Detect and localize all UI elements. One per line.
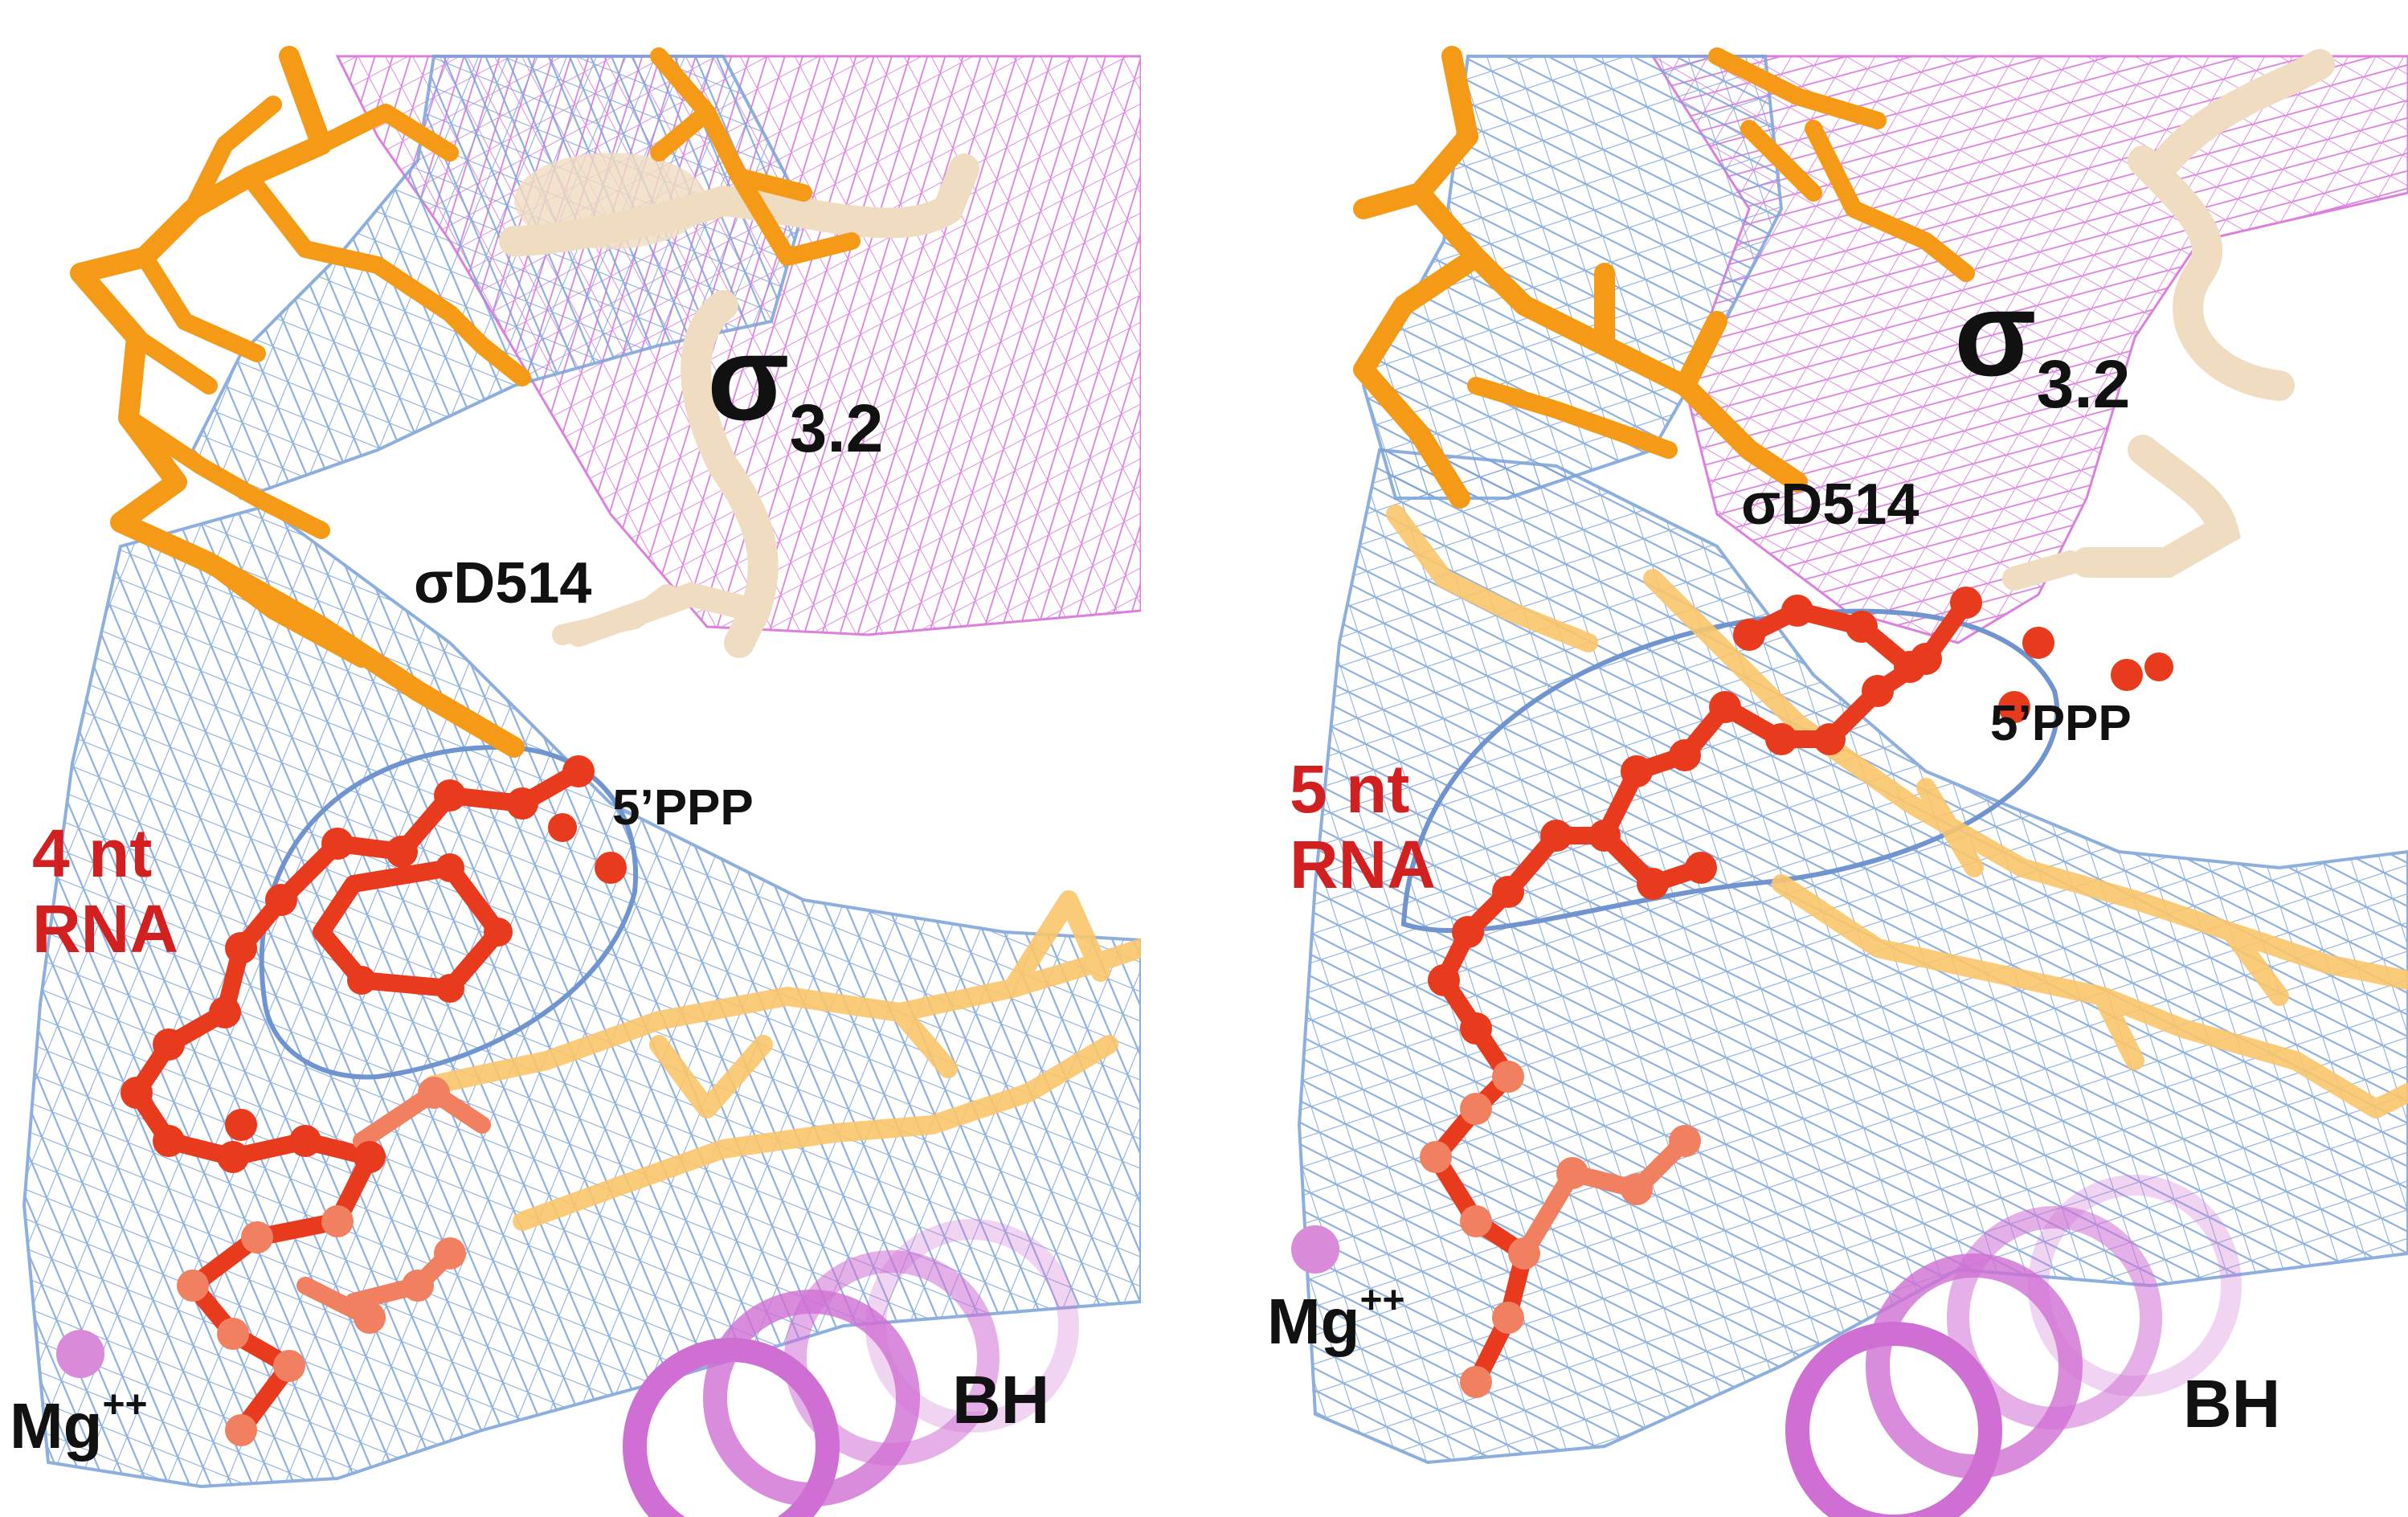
residue-d514-label: σD514 bbox=[1741, 472, 1919, 537]
rna-atoms-faded bbox=[1420, 1061, 1701, 1398]
sigma-3-2-label: σ3.2 bbox=[707, 310, 884, 466]
mg-label: Mg++ bbox=[10, 1384, 148, 1462]
dna-strand-lower bbox=[1386, 505, 2408, 1118]
panel-left: σ3.2 σD514 5’PPP 4 nt RNA Mg++ BH bbox=[0, 0, 1141, 1517]
sigma-helix-barrel bbox=[514, 153, 707, 249]
rna-lower-faded bbox=[1515, 1132, 1694, 1262]
sigma-ribbon-tail bbox=[2002, 550, 2083, 591]
dna-strand-upper bbox=[70, 46, 525, 758]
rna-length-label: 5 nt RNA bbox=[1290, 751, 1436, 902]
bh-label: BH bbox=[952, 1362, 1050, 1437]
5ppp-label: 5’PPP bbox=[1990, 696, 2132, 751]
density-mesh-loop bbox=[1400, 608, 2060, 934]
dna-sidechains-upper bbox=[1467, 47, 1975, 459]
d514-sidechain bbox=[552, 584, 677, 645]
5ppp-label: 5’PPP bbox=[612, 780, 754, 836]
rna-length-line2: RNA bbox=[32, 891, 178, 967]
density-mesh-loop bbox=[259, 744, 639, 1080]
rna-length-line1: 5 nt bbox=[1290, 751, 1410, 827]
dna-sidechains-upper bbox=[120, 47, 861, 668]
structure-left bbox=[22, 46, 1141, 1517]
dna-strand-lower bbox=[424, 890, 1141, 1231]
mg-label: Mg++ bbox=[1267, 1279, 1405, 1357]
dna-strand-upper bbox=[1353, 46, 1808, 509]
rna-atoms bbox=[1428, 587, 2173, 1045]
rna-atoms bbox=[121, 755, 627, 1173]
bridge-helix bbox=[623, 1219, 1079, 1517]
panel-right: σ3.2 σD514 5’PPP 5 nt RNA Mg++ BH bbox=[1267, 0, 2408, 1517]
rna-length-line2: RNA bbox=[1290, 827, 1436, 903]
bridge-helix bbox=[1785, 1175, 2242, 1517]
magnesium-ion bbox=[56, 1330, 104, 1378]
sigma-ribbon bbox=[2071, 49, 2335, 578]
rna-length-line1: 4 nt bbox=[32, 816, 153, 891]
sigma-3-2-label: σ3.2 bbox=[1954, 266, 2131, 422]
residue-d514-label: σD514 bbox=[414, 551, 592, 615]
rna-length-label: 4 nt RNA bbox=[32, 816, 178, 967]
rna-atoms-faded bbox=[177, 1077, 466, 1446]
structure-right bbox=[1291, 46, 2408, 1517]
magnesium-ion bbox=[1291, 1225, 1339, 1274]
bh-label: BH bbox=[2183, 1366, 2281, 1441]
